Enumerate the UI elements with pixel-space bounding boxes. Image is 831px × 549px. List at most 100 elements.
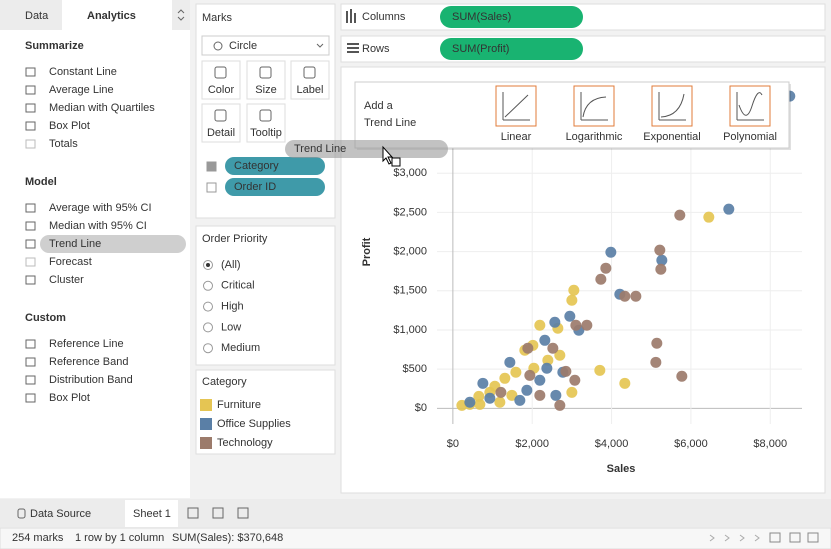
nav-icon[interactable] xyxy=(709,534,715,542)
status-text: 1 row by 1 column xyxy=(75,532,164,544)
analytics-item[interactable]: Median with 95% CI xyxy=(49,220,147,232)
analytics-item[interactable]: Reference Band xyxy=(49,356,129,368)
sheet-tabs-bar xyxy=(0,499,831,527)
analytics-item: Forecast xyxy=(49,256,92,268)
active-sheet-tab xyxy=(125,500,178,527)
analytics-item[interactable]: Box Plot xyxy=(49,120,90,132)
point xyxy=(539,334,551,346)
legend-title: Category xyxy=(202,376,247,388)
point xyxy=(473,390,485,402)
point xyxy=(723,203,735,215)
trend-line-popup xyxy=(354,81,790,149)
y-tick-label: $2,500 xyxy=(393,206,427,218)
nav-icon[interactable] xyxy=(754,534,760,542)
shelf-pill[interactable] xyxy=(440,6,583,28)
analytics-item[interactable]: Cluster xyxy=(49,274,84,286)
point xyxy=(534,319,546,331)
point xyxy=(504,356,516,368)
sheet-tab[interactable]: Data Source xyxy=(30,508,91,520)
radio[interactable] xyxy=(203,343,213,354)
legend-label: Technology xyxy=(217,437,273,449)
sheet-tab[interactable]: Sheet 1 xyxy=(133,508,171,520)
marks-button-label: Size xyxy=(255,84,276,96)
field-pill[interactable] xyxy=(225,157,325,175)
legend-swatch xyxy=(200,437,212,449)
tab[interactable]: Data xyxy=(25,10,49,22)
new-sheet-icon[interactable] xyxy=(212,507,224,519)
point xyxy=(474,398,486,410)
field-pill[interactable] xyxy=(225,178,325,196)
trend-option-label: Linear xyxy=(501,131,532,143)
drag-ghost xyxy=(285,140,448,158)
point xyxy=(541,362,553,374)
x-axis-label: Sales xyxy=(607,463,636,475)
point xyxy=(651,337,663,349)
analytics-item[interactable]: Average with 95% CI xyxy=(49,202,152,214)
legend-label: Office Supplies xyxy=(217,418,291,430)
nav-icon[interactable] xyxy=(724,534,730,542)
field-pill-label: Order ID xyxy=(234,181,276,193)
trend-option-label: Exponential xyxy=(643,131,701,143)
point xyxy=(581,319,593,331)
radio[interactable] xyxy=(203,322,213,333)
legend-label: Furniture xyxy=(217,399,261,411)
analytics-item[interactable]: Reference Line xyxy=(49,338,124,350)
analytics-item[interactable]: Distribution Band xyxy=(49,374,133,386)
shelf-pill[interactable] xyxy=(440,38,583,60)
filter-option[interactable]: High xyxy=(221,301,244,313)
item-icon xyxy=(25,139,36,149)
view-icon[interactable] xyxy=(789,532,801,543)
nav-icon[interactable] xyxy=(739,534,745,542)
point xyxy=(534,374,546,386)
point xyxy=(619,290,631,302)
point xyxy=(521,384,533,396)
analytics-item[interactable]: Average Line xyxy=(49,84,114,96)
view-icon[interactable] xyxy=(807,532,819,543)
point xyxy=(477,377,489,389)
radio[interactable] xyxy=(203,301,213,312)
point xyxy=(566,386,578,398)
popup-text: Trend Line xyxy=(364,117,416,129)
x-tick-label: $6,000 xyxy=(674,438,708,450)
radio[interactable] xyxy=(203,280,213,291)
filter-option[interactable]: Medium xyxy=(221,342,260,354)
point xyxy=(630,290,642,302)
new-sheet-icon[interactable] xyxy=(187,507,199,519)
point xyxy=(560,365,572,377)
section-title: Custom xyxy=(25,312,66,324)
shelf-pill-label: SUM(Profit) xyxy=(452,43,509,55)
item-icon xyxy=(25,339,36,349)
mark-type-dropdown[interactable] xyxy=(201,35,330,56)
y-tick-label: $0 xyxy=(415,402,427,414)
trend-option-label: Logarithmic xyxy=(566,131,623,143)
item-icon xyxy=(25,357,36,367)
point xyxy=(524,369,536,381)
tab[interactable]: Analytics xyxy=(87,10,136,22)
point xyxy=(655,263,667,275)
point xyxy=(656,254,668,266)
filter-option[interactable]: Low xyxy=(221,321,241,333)
filter-option[interactable]: Critical xyxy=(221,280,255,292)
analytics-item[interactable]: Box Plot xyxy=(49,392,90,404)
point xyxy=(569,374,581,386)
marks-button-icon xyxy=(214,66,227,79)
point xyxy=(568,284,580,296)
item-highlight xyxy=(40,235,186,253)
analytics-item[interactable]: Median with Quartiles xyxy=(49,102,155,114)
point xyxy=(514,394,526,406)
point xyxy=(554,399,566,411)
view-icon[interactable] xyxy=(769,532,781,543)
item-icon xyxy=(25,257,36,267)
filter-option[interactable]: (All) xyxy=(221,259,241,271)
new-sheet-icon[interactable] xyxy=(237,507,249,519)
tab-menu-icon[interactable] xyxy=(177,9,185,21)
marks-title: Marks xyxy=(202,12,232,24)
marks-button[interactable] xyxy=(201,60,241,100)
pill-icon xyxy=(206,182,217,193)
point xyxy=(494,396,506,408)
point xyxy=(554,349,566,361)
point xyxy=(484,392,496,404)
analytics-item[interactable]: Trend Line xyxy=(49,238,101,250)
analytics-item[interactable]: Constant Line xyxy=(49,66,117,78)
active-tab xyxy=(62,0,172,30)
